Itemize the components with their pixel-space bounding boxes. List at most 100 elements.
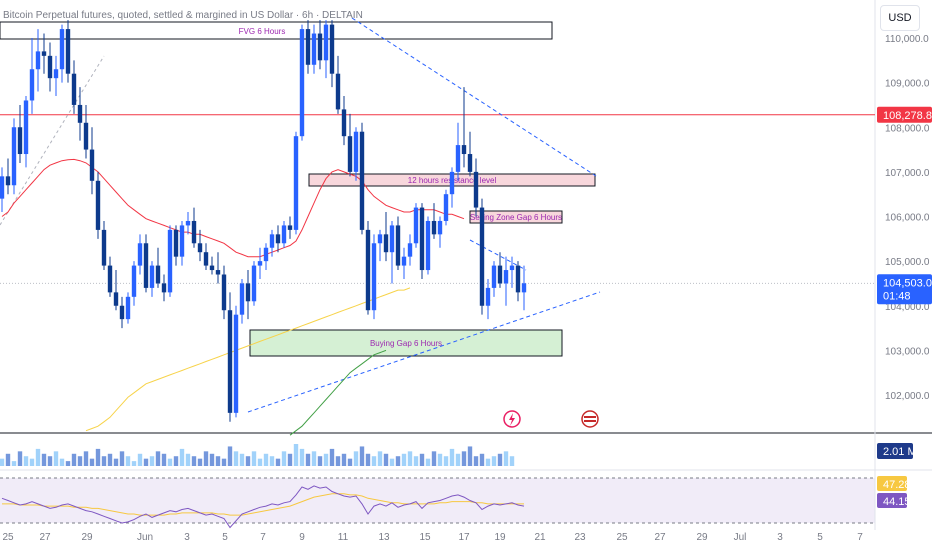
- currency-button[interactable]: USD: [880, 5, 920, 31]
- x-tick-label: 5: [222, 532, 228, 543]
- candle-body: [401, 256, 407, 266]
- candle-body: [233, 314, 239, 413]
- volume-bar: [197, 458, 203, 466]
- candle-body: [389, 225, 395, 253]
- volume-bar: [209, 453, 215, 466]
- candle-body: [461, 145, 467, 155]
- volume-bar: [35, 448, 41, 466]
- symbol-title: Bitcoin Perpetual futures, quoted, settl…: [3, 10, 363, 21]
- last-price-tag-bg: [877, 274, 932, 305]
- candle-body: [353, 131, 359, 172]
- candle-body: [245, 283, 251, 302]
- candle-body: [113, 292, 119, 306]
- volume-bar: [419, 453, 425, 466]
- candle-body: [257, 261, 263, 266]
- candle-body: [137, 243, 143, 266]
- resistance-price-tag: 108,278.8: [883, 110, 932, 122]
- y-tick-label: 106,000.0: [885, 213, 930, 224]
- volume-bar: [203, 451, 209, 466]
- candle-body: [101, 229, 107, 266]
- candle-body: [437, 220, 443, 235]
- candle-body: [209, 265, 215, 271]
- candle-body: [281, 225, 287, 244]
- candle-body: [329, 24, 335, 74]
- candle-body: [5, 176, 11, 186]
- x-tick-label: 9: [299, 532, 305, 543]
- candle-body: [311, 33, 317, 65]
- zone-label: Selling Zone Gap 6 Hours: [470, 213, 562, 222]
- candle-body: [221, 274, 227, 311]
- candle-body: [149, 265, 155, 288]
- x-tick-label: 23: [574, 532, 586, 543]
- volume-bar: [473, 456, 479, 466]
- candle-body: [41, 51, 47, 56]
- candle-body: [419, 207, 425, 271]
- y-tick-label: 109,000.0: [885, 79, 930, 90]
- trendline-lower: [247, 291, 601, 413]
- volume-bar: [161, 453, 167, 466]
- volume-bar: [221, 458, 227, 466]
- candle-body: [197, 243, 203, 253]
- candle-body: [185, 220, 191, 226]
- x-tick-label: 29: [81, 532, 93, 543]
- candle-body: [53, 69, 59, 79]
- zone-box: [469, 210, 563, 224]
- volume-bar: [305, 453, 311, 466]
- volume-bar: [425, 458, 431, 466]
- volume-bar: [185, 453, 191, 466]
- volume-bar: [491, 456, 497, 466]
- candle-body: [383, 234, 389, 253]
- volume-bar: [0, 458, 5, 466]
- candle-body: [11, 127, 17, 186]
- candle-body: [161, 283, 167, 293]
- volume-bar: [143, 458, 149, 466]
- zone-label: FVG 6 Hours: [239, 27, 286, 36]
- volume-bar: [347, 458, 353, 466]
- volume-bar: [449, 448, 455, 466]
- volume-bar: [299, 448, 305, 466]
- candle-body: [89, 149, 95, 181]
- volume-bar: [437, 453, 443, 466]
- x-tick-label: 5: [817, 532, 823, 543]
- candle-body: [425, 220, 431, 271]
- volume-bar: [509, 456, 515, 466]
- x-tick-label: 13: [378, 532, 390, 543]
- volume-bar: [59, 458, 65, 466]
- volume-tag-bg: [877, 443, 913, 459]
- volume-bar: [269, 456, 275, 466]
- candle-body: [215, 270, 221, 275]
- candle-body: [107, 265, 113, 293]
- candle-body: [95, 180, 101, 230]
- x-tick-label: 7: [857, 532, 863, 543]
- x-tick-label: 27: [654, 532, 666, 543]
- volume-bar: [53, 451, 59, 466]
- volume-bar: [461, 451, 467, 466]
- volume-bar: [77, 456, 83, 466]
- last-price-tag: 104,503.0: [883, 277, 932, 289]
- us-flag-event-icon: [581, 410, 599, 428]
- y-tick-label: 110,000.0: [885, 34, 929, 45]
- x-tick-label: 25: [2, 532, 14, 543]
- candle-body: [503, 270, 509, 284]
- volume-bar: [257, 458, 263, 466]
- candle-body: [467, 154, 473, 172]
- volume-bar: [377, 451, 383, 466]
- y-tick-label: 108,000.0: [885, 123, 930, 134]
- trendline-short: [469, 239, 527, 271]
- candle-body: [83, 122, 89, 150]
- volume-bar: [125, 456, 131, 466]
- volume-bar: [191, 456, 197, 466]
- volume-bar: [179, 448, 185, 466]
- candle-body: [29, 69, 35, 101]
- y-tick-label: 103,000.0: [885, 346, 930, 357]
- volume-bar: [287, 453, 293, 466]
- x-tick-label: 19: [494, 532, 506, 543]
- volume-bar: [311, 451, 317, 466]
- volume-bar: [401, 453, 407, 466]
- volume-bar: [95, 448, 101, 466]
- volume-bar: [83, 451, 89, 466]
- y-tick-label: 105,000.0: [885, 257, 930, 268]
- x-tick-label: 11: [338, 532, 349, 543]
